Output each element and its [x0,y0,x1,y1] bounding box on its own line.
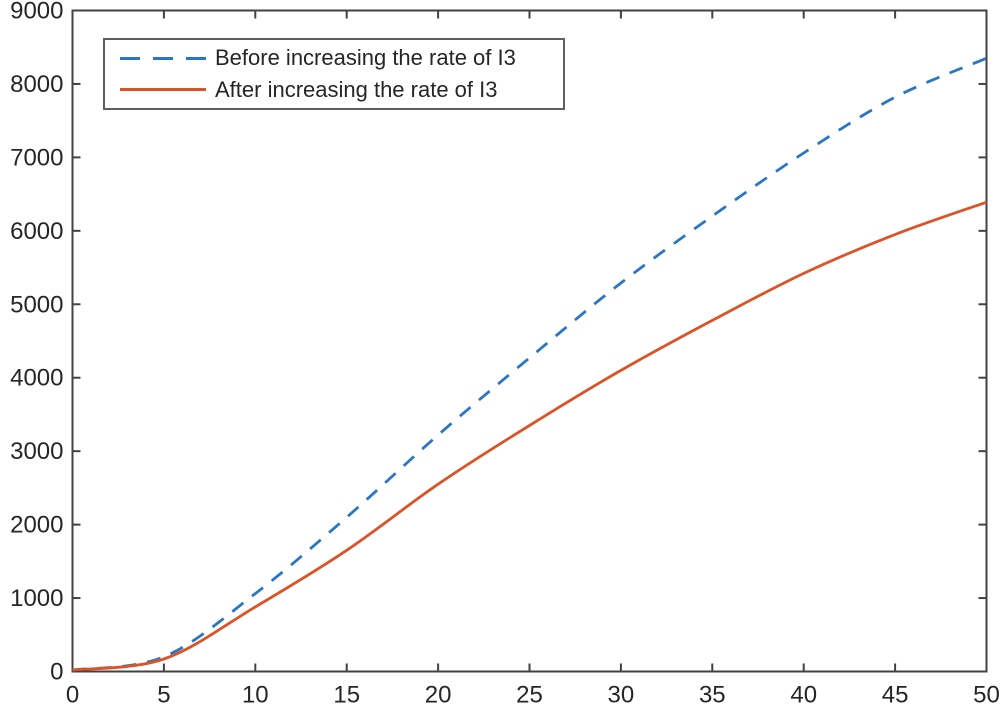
svg-text:1000: 1000 [10,585,63,612]
svg-text:8000: 8000 [10,71,63,98]
legend: Before increasing the rate of I3 After i… [103,38,565,110]
svg-text:30: 30 [608,682,635,709]
legend-label-before: Before increasing the rate of I3 [215,45,516,71]
svg-text:0: 0 [66,682,79,709]
svg-text:50: 50 [973,682,1000,709]
svg-text:40: 40 [790,682,817,709]
svg-text:45: 45 [882,682,909,709]
svg-text:15: 15 [333,682,360,709]
series-line-after [72,200,987,672]
svg-text:10: 10 [242,682,269,709]
svg-text:7000: 7000 [10,144,63,171]
y-tick-labels: 0 1000 2000 3000 4000 5000 6000 7000 8000 9000 [10,0,63,686]
legend-item-before: Before increasing the rate of I3 [105,45,563,71]
tick-marks [71,9,988,673]
svg-text:6000: 6000 [10,218,63,245]
svg-text:2000: 2000 [10,512,63,539]
svg-text:9000: 9000 [10,0,63,25]
svg-text:35: 35 [699,682,726,709]
legend-item-after: After increasing the rate of I3 [105,77,563,103]
legend-line-sample-solid [120,88,206,92]
svg-text:25: 25 [516,682,543,709]
x-tick-labels: 0 5 10 15 20 25 30 35 40 45 50 [66,682,1000,709]
legend-line-sample-dashed [120,56,206,60]
svg-text:20: 20 [425,682,452,709]
series-line-before [72,56,988,672]
svg-text:4000: 4000 [10,365,63,392]
svg-text:3000: 3000 [10,438,63,465]
svg-text:5: 5 [157,682,170,709]
svg-text:0: 0 [50,659,63,686]
svg-text:5000: 5000 [10,291,63,318]
legend-label-after: After increasing the rate of I3 [215,76,498,102]
